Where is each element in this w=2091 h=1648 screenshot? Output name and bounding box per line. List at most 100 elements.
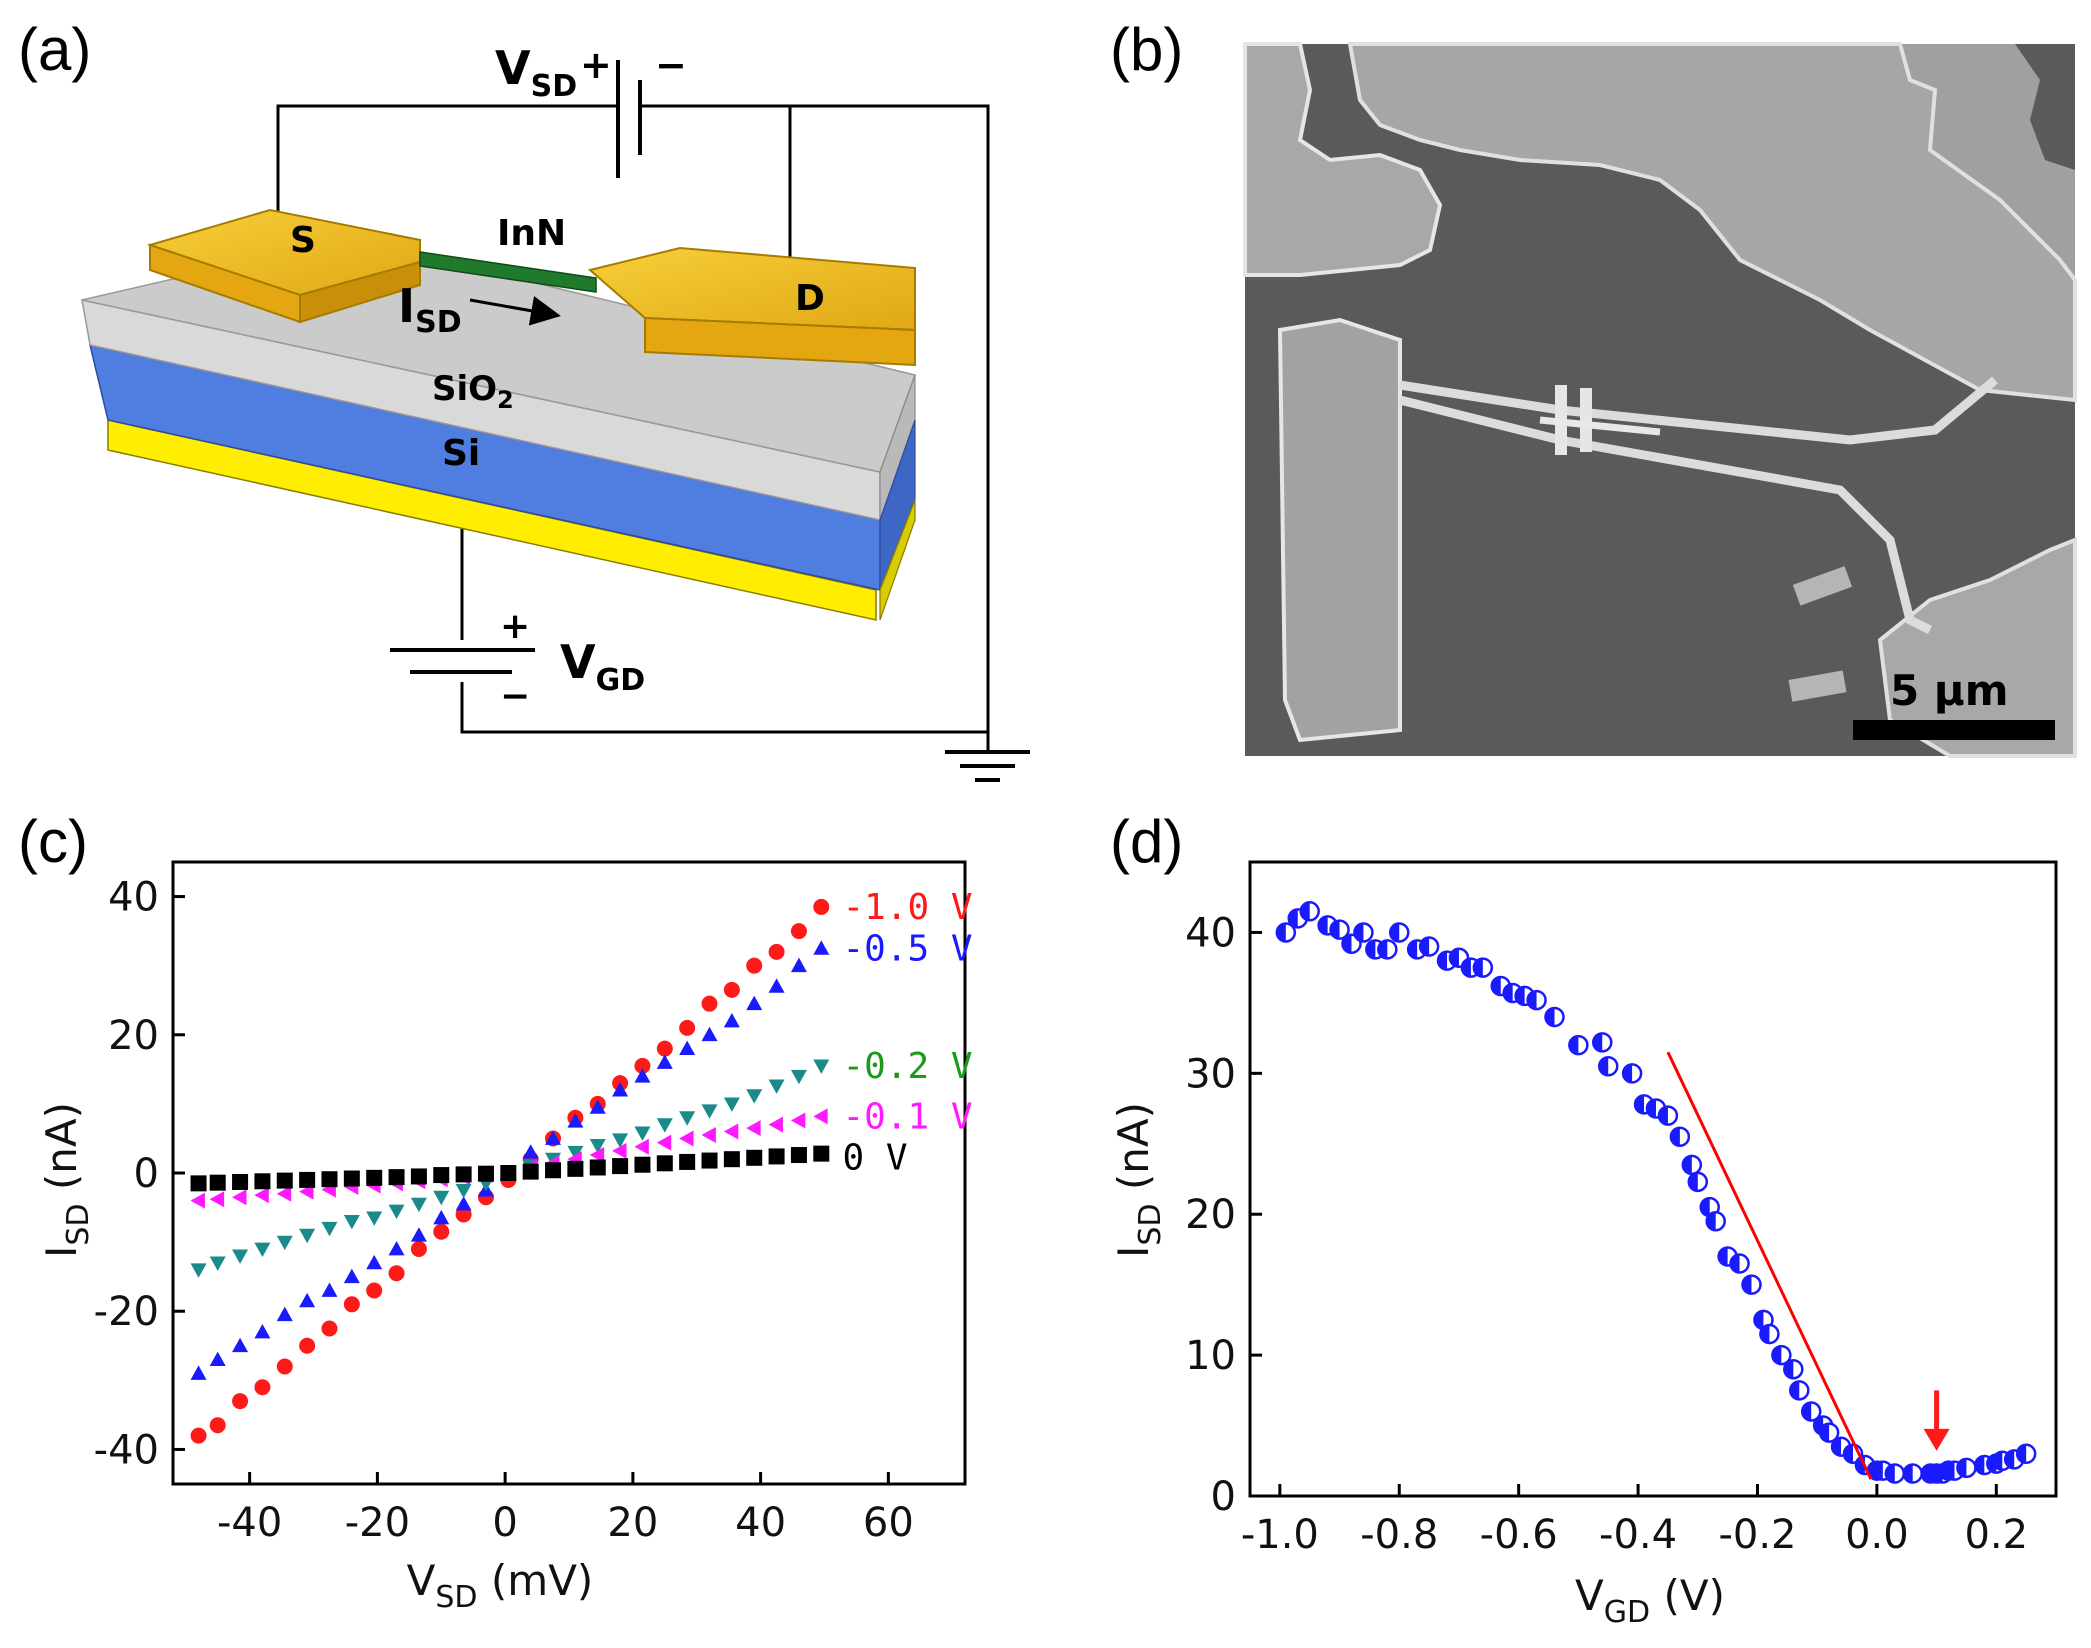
x-tick-label: -40 [217,1500,282,1546]
y-tick-label: -20 [94,1289,159,1335]
data-point [299,1292,316,1308]
data-point [701,1104,718,1119]
data-point [1687,1171,1709,1193]
data-point [410,1168,427,1185]
x-tick-label: -0.4 [1599,1512,1677,1558]
data-point [366,1211,383,1226]
circuit-wires [276,104,990,752]
data-point [321,1282,338,1297]
data-point [1544,1006,1565,1028]
vsd-label: VSD [495,41,577,104]
data-point [343,1296,360,1313]
data-point [254,1242,271,1258]
data-point [1299,901,1320,922]
data-point [612,1133,629,1148]
current-arrow [469,296,561,326]
data-point [254,1173,271,1190]
data-point [768,1148,785,1165]
data-point [209,1174,226,1191]
data-point [1729,1253,1750,1274]
nanowire-label: InN [497,213,566,254]
data-point [1669,1126,1691,1147]
data-point [567,1160,584,1177]
data-point [321,1171,338,1188]
data-point [790,1069,807,1085]
data-point [746,995,763,1011]
data-point [723,1151,740,1168]
sio2-label: SiO2 [432,369,514,414]
panel-b: (b) 5 μm [1110,16,2077,758]
data-point [232,1393,249,1410]
threshold-arrow [1923,1390,1950,1451]
y-tick-label: 20 [1185,1192,1236,1238]
data-point [388,1265,405,1282]
data-point [656,1134,672,1151]
x-tick-label: 0 [492,1500,517,1546]
y-tick-label: 10 [1185,1333,1236,1379]
chart-d-xlabel: VGD (V) [1575,1571,1725,1630]
data-point [343,1170,360,1187]
data-point [723,1097,740,1112]
data-point [813,940,830,955]
panel-c: (c) -40 -20 0 20 40 60 -40 -20 0 20 40 -1.0 V-0.5… [18,808,973,1615]
data-point [1389,922,1410,943]
data-point [612,1158,629,1175]
series-label: -0.5 V [842,928,972,969]
x-tick-label: -0.6 [1480,1512,1558,1558]
data-point [1800,1401,1822,1422]
x-tick-label: 0.2 [1964,1512,2028,1558]
chart-c-x-axis: -40 -20 0 20 40 60 [217,1472,914,1546]
drain-label: D [795,278,825,319]
data-point [768,943,785,960]
device-stack [81,237,916,621]
series-label: -1.0 V [842,887,972,928]
data-point [410,1227,427,1242]
data-point [634,1138,649,1155]
data-point [746,1120,761,1137]
data-point [790,1147,807,1164]
data-point [768,1079,785,1094]
data-point [522,1144,539,1159]
data-point [656,1040,673,1057]
data-point [321,1320,338,1337]
data-point [254,1323,271,1339]
data-point [299,1337,316,1354]
data-point [343,1268,360,1284]
fit-line [1666,1051,1873,1480]
data-point [299,1171,316,1188]
data-point [634,1126,651,1141]
data-point [1681,1154,1703,1176]
data-point [433,1209,450,1225]
data-point [433,1167,450,1184]
y-tick-label: 40 [108,875,159,921]
data-point [1717,1246,1738,1267]
data-point [1568,1034,1589,1056]
data-point [656,1155,673,1172]
data-point [589,1147,605,1164]
data-point [254,1379,271,1396]
data-point [679,1111,696,1126]
data-point [589,1138,606,1154]
data-point [343,1214,360,1230]
vgd-plus-sign: + [500,606,530,647]
data-point [190,1192,205,1209]
data-point [679,1040,696,1055]
data-point [232,1189,247,1206]
series-label: 0 V [842,1138,907,1179]
data-point [209,1417,226,1434]
panel-a-label: (a) [18,16,91,83]
data-point [232,1173,249,1190]
data-point [813,1145,830,1162]
data-point [455,1166,472,1183]
si-label: Si [442,433,480,474]
data-point [790,957,807,973]
data-point [433,1190,450,1206]
ground-symbol [945,750,1030,782]
data-point [1418,936,1440,957]
drain-electrode [587,246,916,367]
data-point [209,1191,225,1208]
data-point [634,1057,651,1074]
data-point [701,1126,716,1143]
data-point [209,1351,226,1366]
data-point [1783,1358,1804,1380]
